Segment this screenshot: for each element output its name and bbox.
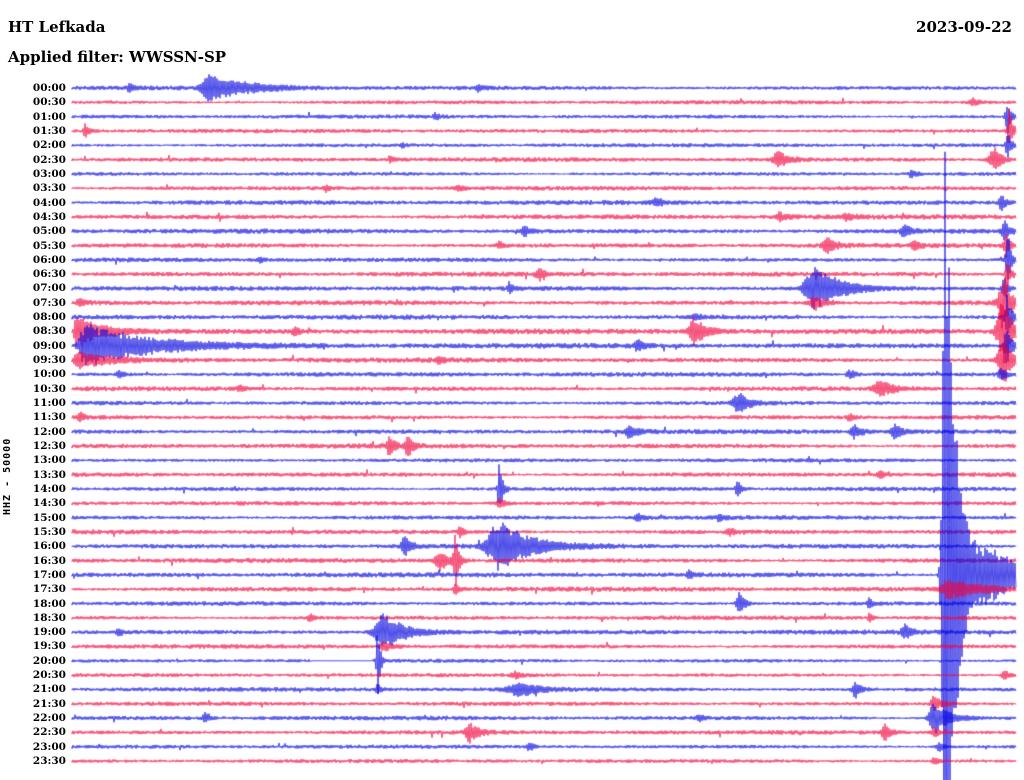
time-label: 07:30	[32, 296, 66, 309]
time-label: 07:00	[32, 282, 66, 295]
time-label: 06:30	[32, 268, 66, 281]
time-label: 03:00	[32, 167, 66, 180]
time-label: 21:30	[32, 697, 66, 710]
time-label: 15:30	[32, 525, 66, 538]
time-label: 02:30	[32, 153, 66, 166]
time-label: 15:00	[32, 511, 66, 524]
time-label: 08:30	[32, 325, 66, 338]
time-label: 18:30	[32, 611, 66, 624]
time-label: 17:30	[32, 583, 66, 596]
time-label: 16:30	[32, 554, 66, 567]
time-label: 14:00	[32, 482, 66, 495]
time-label: 23:00	[32, 740, 66, 753]
time-label: 21:00	[32, 683, 66, 696]
time-label: 14:30	[32, 497, 66, 510]
time-label: 01:30	[32, 124, 66, 137]
time-label: 19:30	[32, 640, 66, 653]
time-label: 11:00	[32, 397, 66, 410]
time-label: 04:30	[32, 210, 66, 223]
time-label: 22:30	[32, 726, 66, 739]
time-label: 18:00	[32, 597, 66, 610]
time-label: 20:30	[32, 669, 66, 682]
time-label: 04:00	[32, 196, 66, 209]
time-axis-labels: 00:00 00:30 01:00 01:30 02:00 02:30 03:00 03:30…	[0, 0, 70, 780]
time-label: 06:00	[32, 253, 66, 266]
time-label: 23:30	[32, 755, 66, 768]
time-label: 12:30	[32, 440, 66, 452]
time-label: 22:00	[32, 712, 66, 725]
time-label: 00:30	[32, 96, 66, 109]
time-label: 10:30	[32, 382, 66, 395]
time-label: 02:00	[32, 139, 66, 152]
time-label: 03:30	[32, 182, 66, 195]
time-label: 05:30	[32, 239, 66, 252]
time-label: 11:30	[32, 411, 66, 424]
time-label: 01:00	[32, 110, 66, 123]
time-label: 08:00	[32, 311, 66, 324]
time-label: 09:00	[32, 339, 66, 352]
time-label: 09:30	[32, 354, 66, 367]
time-label: 17:00	[32, 568, 66, 581]
time-label: 00:00	[32, 82, 66, 94]
time-label: 19:00	[32, 626, 66, 639]
date-label: 2023-09-22	[916, 18, 1012, 36]
time-label: 12:00	[32, 425, 66, 438]
time-label: 20:00	[32, 654, 66, 667]
time-label: 10:00	[32, 368, 66, 381]
time-label: 13:30	[32, 468, 66, 481]
time-label: 13:00	[32, 454, 66, 467]
time-label: 05:00	[32, 225, 66, 238]
time-label: 16:00	[32, 540, 66, 553]
